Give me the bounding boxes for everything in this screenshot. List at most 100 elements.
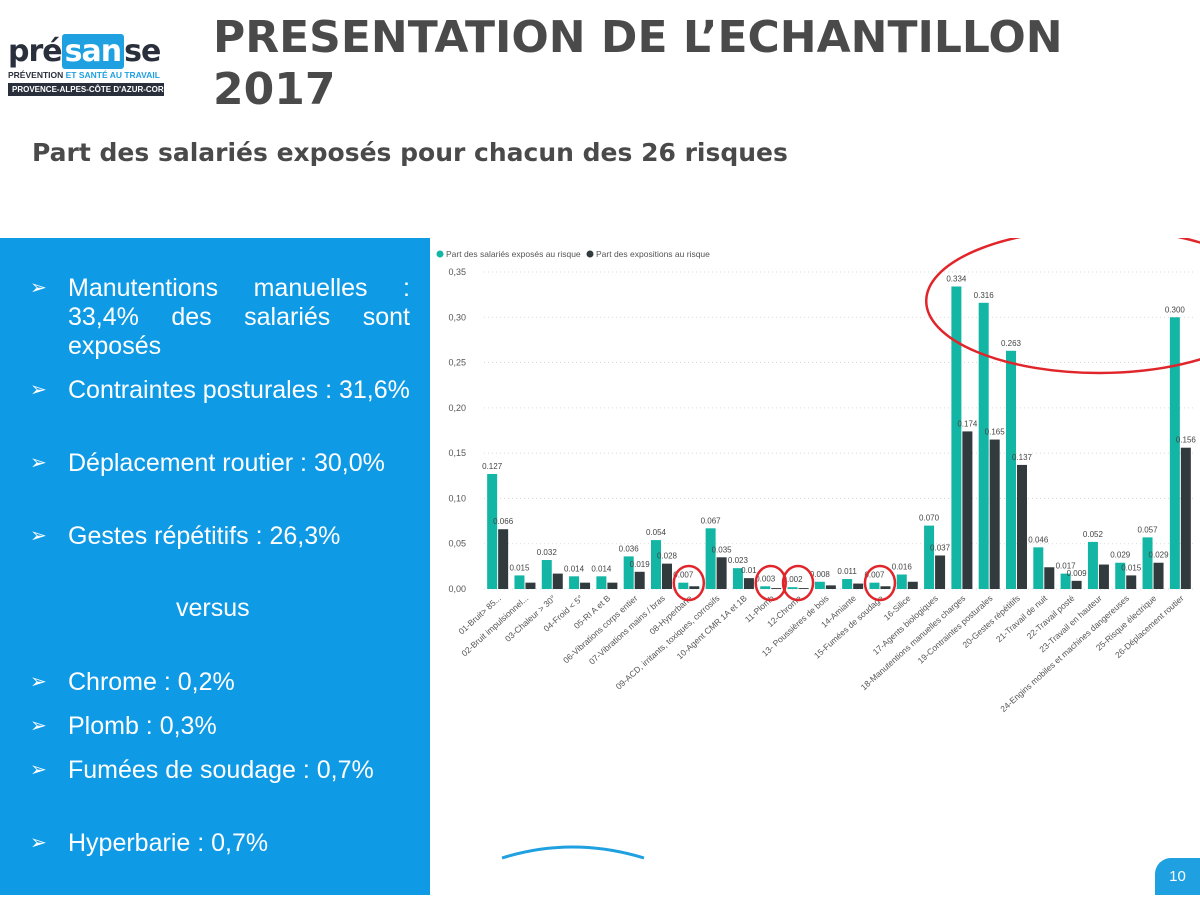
- bar-expositions: [962, 431, 973, 589]
- data-label-expositions: 0.028: [657, 552, 678, 561]
- bar-exposed: [978, 302, 989, 589]
- bar-expositions: [743, 578, 754, 589]
- data-label-exposed: 0.263: [1001, 339, 1022, 348]
- bar-exposed: [924, 525, 935, 589]
- summary-bullet: ➢ Plomb : 0,3%: [30, 712, 410, 741]
- summary-bullet: ➢ Manutentions manuelles : 33,4% des sal…: [30, 274, 410, 361]
- bar-exposed: [787, 587, 798, 589]
- bar-exposed: [1033, 547, 1044, 589]
- bar-expositions: [1017, 464, 1027, 589]
- bar-expositions: [1126, 575, 1137, 589]
- summary-bullet-text: Hyperbarie : 0,7%: [68, 829, 269, 857]
- bar-exposed: [760, 586, 771, 589]
- bar-exposed: [842, 579, 853, 589]
- arrow-bullet-icon: ➢: [30, 671, 47, 693]
- summary-bullet-text: Manutentions manuelles : 33,4% des salar…: [68, 274, 410, 360]
- data-label-exposed: 0.011: [837, 567, 857, 576]
- y-tick-label: 0,20: [448, 403, 466, 413]
- data-label-expositions: 0.174: [957, 419, 978, 428]
- summary-panel: ➢ Manutentions manuelles : 33,4% des sal…: [0, 238, 430, 895]
- data-label-expositions: 0.156: [1176, 436, 1197, 445]
- bar-exposed: [1169, 317, 1180, 589]
- legend-label-expositions: Part des expositions au risque: [596, 249, 710, 259]
- data-label-exposed: 0.070: [919, 514, 940, 523]
- highlight-ellipse: [925, 227, 1200, 375]
- bar-expositions: [907, 581, 918, 589]
- bar-exposed: [814, 581, 825, 589]
- bar-exposed: [1142, 537, 1153, 589]
- data-label-exposed: 0.036: [619, 544, 640, 553]
- data-label-exposed: 0.067: [701, 516, 722, 525]
- summary-bullet: ➢ Gestes répétitifs : 26,3%: [30, 522, 410, 551]
- bar-expositions: [580, 582, 591, 589]
- data-label-expositions: 0.029: [1149, 551, 1170, 560]
- y-tick-label: 0,05: [448, 539, 466, 549]
- legend-label-exposed: Part des salariés exposés au risque: [446, 249, 581, 259]
- y-tick-label: 0,25: [448, 358, 466, 368]
- y-tick-label: 0,35: [448, 267, 466, 277]
- bar-expositions: [662, 563, 672, 589]
- y-tick-label: 0,10: [448, 493, 466, 503]
- summary-bullet: ➢ Hyperbarie : 0,7%: [30, 829, 410, 858]
- bar-expositions: [1044, 567, 1055, 589]
- bar-exposed: [1115, 562, 1126, 589]
- summary-bullet: ➢ Contraintes posturales : 31,6%: [30, 376, 410, 405]
- data-label-exposed: 0.334: [946, 274, 967, 283]
- bar-exposed: [541, 560, 552, 589]
- bar-expositions: [798, 588, 809, 589]
- logo-region: PROVENCE-ALPES-CÔTE D'AZUR-CORSE: [8, 83, 174, 96]
- data-label-expositions: 0.01: [741, 566, 757, 575]
- bar-exposed: [705, 528, 716, 589]
- highlight-circle: [672, 564, 706, 602]
- bar-expositions: [771, 588, 782, 589]
- bar-expositions: [525, 582, 536, 589]
- data-label-exposed: 0.015: [509, 563, 530, 572]
- data-label-exposed: 0.003: [755, 574, 776, 583]
- summary-bullet-text: Fumées de soudage : 0,7%: [68, 756, 374, 784]
- x-tick-label: 24-Engins mobiles et machines dangereuse…: [998, 593, 1131, 714]
- data-label-exposed: 0.014: [591, 564, 612, 573]
- highlight-circle: [863, 564, 897, 602]
- bar-exposed: [951, 286, 962, 589]
- bar-expositions: [689, 586, 700, 589]
- bar-expositions: [880, 586, 891, 589]
- presanse-logo: pré san se PRÉVENTION ET SANTÉ AU TRAVAIL …: [8, 34, 174, 96]
- y-tick-label: 0,30: [448, 312, 466, 322]
- y-tick-label: 0,00: [448, 584, 466, 594]
- data-label-exposed: 0.052: [1083, 530, 1104, 539]
- bar-exposed: [487, 473, 498, 589]
- data-label-exposed: 0.017: [1056, 562, 1077, 571]
- bar-chart: Part des salariés exposés au risque Part …: [436, 227, 1200, 860]
- bar-expositions: [552, 573, 563, 589]
- highlight-circle: [754, 564, 787, 602]
- summary-bullet-text: Chrome : 0,2%: [68, 668, 235, 696]
- bar-expositions: [607, 582, 618, 589]
- bar-expositions: [1098, 564, 1109, 589]
- bar-exposed: [596, 576, 607, 589]
- summary-bullet: ➢ Fumées de soudage : 0,7%: [30, 756, 410, 785]
- bar-exposed: [569, 576, 580, 589]
- data-label-exposed: 0.046: [1028, 535, 1049, 544]
- bar-expositions: [1153, 562, 1164, 589]
- bar-expositions: [716, 557, 727, 589]
- y-tick-label: 0,15: [448, 448, 466, 458]
- bar-expositions: [498, 529, 509, 589]
- chart-container: Part des salariés exposés au risque Part …: [432, 227, 1200, 895]
- arrow-bullet-icon: ➢: [30, 277, 47, 299]
- bar-exposed: [678, 582, 689, 589]
- summary-bullet-text: Plomb : 0,3%: [68, 712, 217, 740]
- bar-expositions: [634, 571, 645, 589]
- bar-exposed: [869, 582, 880, 589]
- data-label-expositions: 0.019: [630, 560, 651, 569]
- data-label-exposed: 0.007: [864, 571, 885, 580]
- data-label-exposed: 0.002: [783, 575, 804, 584]
- arrow-bullet-icon: ➢: [30, 525, 47, 547]
- slide-title: PRESENTATION DE L’ECHANTILLON 2017: [213, 12, 1063, 115]
- logo-tagline: PRÉVENTION ET SANTÉ AU TRAVAIL: [8, 70, 160, 80]
- data-label-exposed: 0.014: [564, 564, 585, 573]
- arrow-bullet-icon: ➢: [30, 715, 47, 737]
- data-label-exposed: 0.316: [974, 291, 995, 300]
- bar-exposed: [732, 568, 743, 589]
- summary-bullet: ➢ Chrome : 0,2%: [30, 668, 410, 697]
- highlight-circle: [781, 564, 815, 602]
